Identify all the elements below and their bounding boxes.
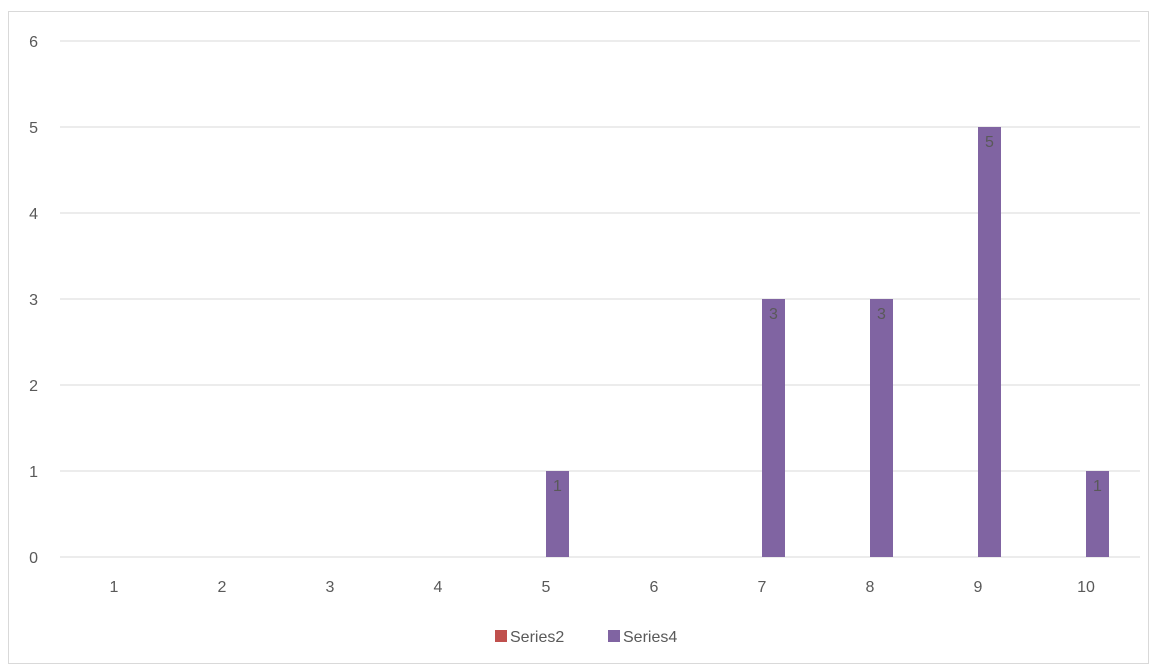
y-tick-label-0: 0: [29, 550, 38, 567]
x-axis-tick-labels: 1 2 3 4 5 6 7 8 9 10: [110, 579, 1095, 596]
data-label-series4-9: 5: [985, 134, 994, 151]
y-tick-label-4: 4: [29, 206, 38, 223]
legend-swatch-series4: [608, 630, 620, 642]
y-axis-tick-labels: 0 1 2 3 4 5 6: [29, 34, 38, 567]
data-label-series4-8: 3: [877, 306, 886, 323]
y-tick-label-6: 6: [29, 34, 38, 51]
data-labels: 1 3 3 5 1: [553, 134, 1102, 495]
data-label-series4-7: 3: [769, 306, 778, 323]
bar-series4-8: [870, 299, 893, 557]
x-tick-label-6: 6: [650, 579, 659, 596]
data-label-series4-5: 1: [553, 478, 562, 495]
legend: Series2 Series4: [495, 629, 677, 646]
x-tick-label-8: 8: [866, 579, 875, 596]
data-label-series4-10: 1: [1093, 478, 1102, 495]
y-tick-label-1: 1: [29, 464, 38, 481]
legend-label-series4: Series4: [623, 629, 677, 646]
legend-swatch-series2: [495, 630, 507, 642]
bars: [546, 127, 1109, 557]
legend-item-series2: Series2: [495, 629, 564, 646]
x-tick-label-1: 1: [110, 579, 119, 596]
y-tick-label-5: 5: [29, 120, 38, 137]
bar-series4-7: [762, 299, 785, 557]
chart-area: [8, 11, 1149, 664]
x-tick-label-10: 10: [1077, 579, 1095, 596]
y-tick-label-3: 3: [29, 292, 38, 309]
bar-series4-9: [978, 127, 1001, 557]
bar-series4-10: [1086, 471, 1109, 557]
legend-label-series2: Series2: [510, 629, 564, 646]
bar-series4-5: [546, 471, 569, 557]
x-tick-label-9: 9: [974, 579, 983, 596]
x-tick-label-4: 4: [434, 579, 443, 596]
x-tick-label-3: 3: [326, 579, 335, 596]
legend-item-series4: Series4: [608, 629, 677, 646]
x-tick-label-2: 2: [218, 579, 227, 596]
x-tick-label-5: 5: [542, 579, 551, 596]
gridlines: [60, 40, 1140, 558]
x-tick-label-7: 7: [758, 579, 767, 596]
y-tick-label-2: 2: [29, 378, 38, 395]
